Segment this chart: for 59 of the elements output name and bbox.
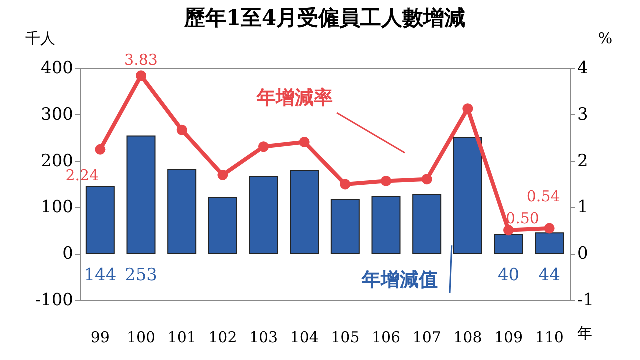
point	[299, 137, 310, 148]
bar	[494, 234, 524, 254]
point	[258, 142, 269, 152]
x-tick-label: 107	[412, 328, 442, 346]
x-tick-label: 102	[208, 328, 238, 346]
x-axis-title: 年	[578, 324, 592, 342]
annotation: 年增減率	[256, 87, 333, 109]
y-tick-label: 300	[41, 104, 74, 125]
y2-tick-label: -1	[578, 290, 594, 310]
bar	[208, 196, 238, 254]
data-label: 0.54	[526, 188, 560, 206]
point	[462, 104, 474, 114]
point	[504, 225, 514, 236]
y-tick-label: -100	[35, 290, 74, 310]
x-tick-label: 101	[168, 328, 196, 346]
y2-tick-label: 2	[578, 151, 588, 172]
y-axis-title: 千人	[26, 30, 56, 48]
y2-tick-label: 1	[578, 198, 588, 218]
bar	[168, 169, 197, 254]
x-tick-label: 99	[90, 328, 110, 346]
x-tick-label: 109	[494, 328, 524, 346]
bar	[372, 196, 401, 254]
point	[422, 174, 432, 185]
y2-tick-label: 3	[578, 104, 588, 125]
x-tick-label: 100	[126, 328, 156, 346]
bar	[535, 232, 564, 254]
data-label: 3.83	[124, 50, 158, 69]
bar	[412, 194, 442, 254]
y2-tick-label: 4	[578, 58, 588, 78]
data-label: 40	[498, 266, 520, 286]
data-label: 144	[84, 266, 117, 286]
point	[544, 223, 555, 234]
y2-axis-title: %	[598, 30, 613, 48]
bar	[330, 199, 360, 254]
bar	[290, 170, 320, 254]
point	[218, 170, 228, 180]
x-tick-label: 108	[454, 328, 482, 346]
x-tick-label: 103	[249, 328, 278, 346]
chart-title: 歷年1至4月受僱員工人數增減	[183, 5, 466, 30]
point	[95, 144, 106, 155]
y2-tick-label: 0	[578, 244, 588, 264]
data-label: 44	[538, 266, 560, 286]
x-tick-label: 106	[372, 328, 401, 346]
x-tick-label: 105	[331, 328, 360, 346]
point	[381, 176, 392, 186]
y-tick-label: 400	[41, 58, 74, 78]
data-label: 0.50	[506, 209, 540, 228]
y-tick-label: 0	[62, 244, 74, 264]
point	[136, 70, 146, 82]
x-tick-label: 110	[535, 328, 564, 346]
data-label: 253	[125, 266, 158, 286]
x-tick-label: 104	[290, 328, 319, 346]
bar	[126, 136, 156, 254]
point	[176, 124, 188, 136]
bar	[86, 186, 115, 254]
annotation: 年增減值	[361, 269, 438, 291]
point	[340, 179, 351, 190]
bar	[249, 176, 278, 254]
y-tick-label: 100	[41, 198, 74, 218]
